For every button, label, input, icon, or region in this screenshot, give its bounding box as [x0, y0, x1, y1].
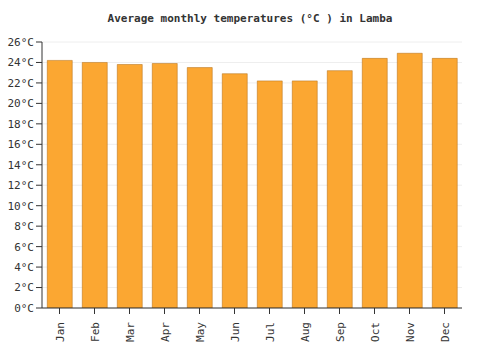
svg-text:Sep: Sep	[334, 322, 347, 342]
svg-text:20°C: 20°C	[8, 97, 34, 110]
svg-text:Jul: Jul	[264, 322, 277, 342]
svg-text:Nov: Nov	[404, 322, 417, 342]
svg-text:Feb: Feb	[89, 322, 102, 342]
svg-text:22°C: 22°C	[8, 77, 34, 90]
html-text:Average monthly temperatures (: Average monthly temperatures (°C ) in La…	[107, 12, 393, 25]
svg-text:14°C: 14°C	[8, 159, 34, 172]
svg-text:Jan: Jan	[54, 322, 67, 342]
svg-text:6°C: 6°C	[14, 241, 34, 254]
svg-text:16°C: 16°C	[8, 138, 34, 151]
svg-text:Jun: Jun	[229, 322, 242, 342]
svg-text:May: May	[194, 322, 207, 342]
svg-text:Mar: Mar	[124, 322, 137, 342]
svg-text:4°C: 4°C	[14, 261, 34, 274]
svg-text:2°C: 2°C	[14, 281, 34, 294]
svg-text:Aug: Aug	[299, 322, 312, 342]
svg-text:10°C: 10°C	[8, 200, 34, 213]
svg-text:24°C: 24°C	[8, 56, 34, 69]
svg-text:18°C: 18°C	[8, 118, 34, 131]
svg-text:Dec: Dec	[439, 322, 452, 342]
svg-text:Apr: Apr	[159, 322, 172, 342]
svg-text:26°C: 26°C	[8, 36, 34, 49]
svg-text:Oct: Oct	[369, 322, 382, 342]
svg-text:12°C: 12°C	[8, 179, 34, 192]
svg-text:8°C: 8°C	[14, 220, 34, 233]
svg-text:0°C: 0°C	[14, 302, 34, 315]
